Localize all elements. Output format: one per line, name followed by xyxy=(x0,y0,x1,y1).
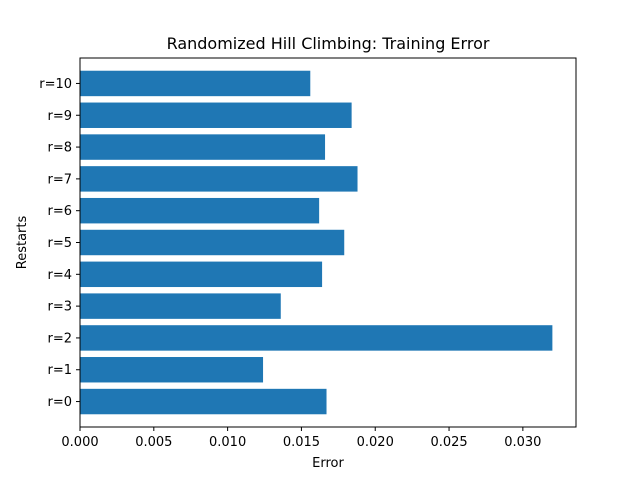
x-tick-label: 0.025 xyxy=(430,435,467,450)
y-tick-label: r=0 xyxy=(47,395,72,410)
bar-r-5 xyxy=(80,229,345,256)
bar-r-10 xyxy=(80,70,311,97)
bars-group xyxy=(80,70,553,415)
x-tick-label: 0.010 xyxy=(209,435,246,450)
y-tick-label: r=5 xyxy=(47,236,72,251)
y-tick-label: r=7 xyxy=(47,172,72,187)
x-tick-label: 0.030 xyxy=(504,435,541,450)
x-tick-label: 0.005 xyxy=(135,435,172,450)
y-tick-label: r=10 xyxy=(39,77,72,92)
x-axis-label: Error xyxy=(312,456,344,471)
x-tick-label: 0.020 xyxy=(357,435,394,450)
y-tick-label: r=1 xyxy=(47,363,72,378)
chart-title: Randomized Hill Climbing: Training Error xyxy=(167,34,490,53)
y-tick-label: r=4 xyxy=(47,268,72,283)
bar-r-1 xyxy=(80,357,264,383)
y-tick-label: r=3 xyxy=(47,300,72,315)
bar-r-0 xyxy=(80,388,327,415)
x-tick-label: 0.015 xyxy=(283,435,320,450)
bar-r-3 xyxy=(80,293,281,319)
bar-r-4 xyxy=(80,261,323,288)
bar-r-8 xyxy=(80,134,326,160)
y-axis-ticks: r=0 r=1 r=2 r=3 r=4 r=5 r=6 r=7 r=8 r=9 r=10 xyxy=(39,77,80,410)
y-tick-label: r=9 xyxy=(47,109,72,124)
y-axis-label: Restarts xyxy=(15,216,30,270)
bar-r-6 xyxy=(80,197,320,224)
bar-r-9 xyxy=(80,102,352,128)
bar-r-7 xyxy=(80,166,358,192)
y-tick-label: r=6 xyxy=(47,204,72,219)
y-tick-label: r=2 xyxy=(47,331,72,346)
x-tick-label: 0.000 xyxy=(61,435,98,450)
bar-r-2 xyxy=(80,325,553,351)
y-tick-label: r=8 xyxy=(47,141,72,156)
x-axis-ticks: 0.000 0.005 0.010 0.015 0.020 0.025 0.030 xyxy=(61,427,541,450)
